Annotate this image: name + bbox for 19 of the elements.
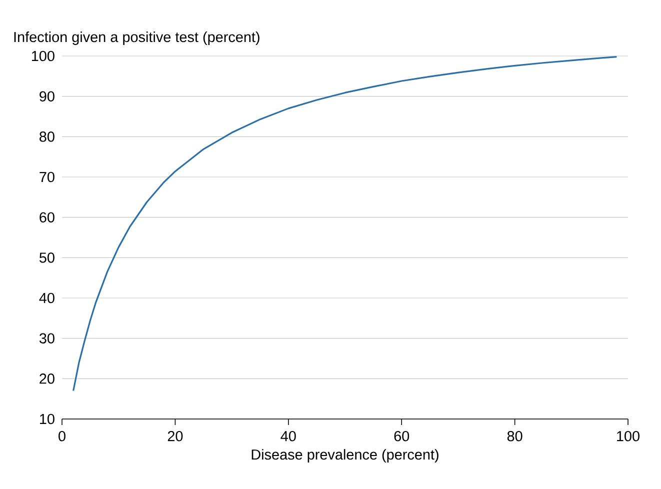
y-tick-label: 60 [40,212,54,222]
x-tick-label: 40 [280,431,296,442]
y-tick-label: 70 [40,172,54,182]
y-tick-label: 100 [32,50,54,62]
line-series [72,56,618,392]
y-axis-title: Infection given a positive test (percent) [14,32,260,45]
y-tick-label: 10 [40,414,54,424]
x-tick-label: 20 [168,431,183,442]
x-tick-label: 80 [507,431,522,442]
y-tick-label: 30 [39,333,54,344]
x-tick-label: 60 [394,431,410,442]
y-tick-label: 40 [39,292,54,304]
x-tick-label: 100 [617,431,640,442]
y-tick-label: 90 [40,91,54,102]
x-axis-title: Disease prevalence (percent) [252,449,438,463]
y-tick-label: 20 [40,374,54,384]
x-tick-label: 0 [58,431,66,442]
y-tick-label: 80 [40,132,54,142]
y-tick-label: 50 [39,252,54,263]
